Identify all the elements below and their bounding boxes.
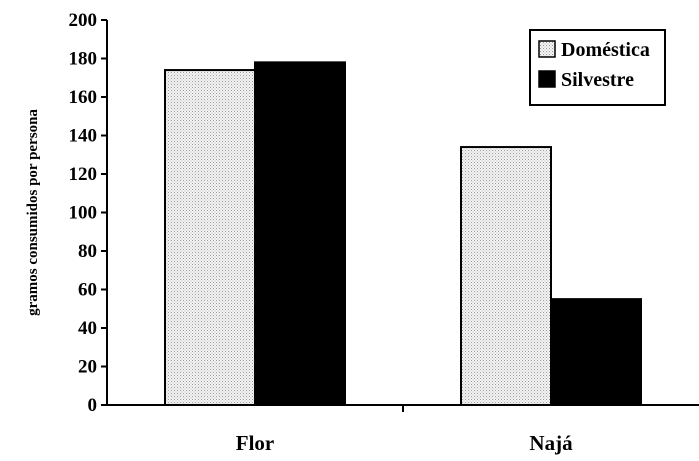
- x-tick-label: Najá: [529, 431, 573, 455]
- legend-label: Silvestre: [561, 69, 634, 91]
- bars: [164, 61, 642, 407]
- bar-flor-silvestre: [254, 61, 346, 406]
- y-tick-label: 0: [88, 395, 98, 416]
- y-tick-label: 120: [69, 164, 98, 185]
- labels: 0 20 40 60 80 100 120 140 160 180 200 Flor Najá gramo…: [25, 10, 573, 455]
- legend-swatch: [538, 70, 556, 88]
- y-tick-label: 100: [69, 203, 98, 224]
- x-tick-label: Flor: [236, 431, 274, 455]
- bar-naj-domstica: [460, 146, 552, 407]
- y-axis-label: gramos consumidos por persona: [25, 109, 41, 316]
- y-tick-label: 80: [78, 241, 97, 262]
- y-tick-label: 200: [69, 10, 98, 31]
- y-tick-label: 20: [78, 357, 97, 378]
- y-tick-label: 180: [69, 49, 98, 70]
- bar-naj-silvestre: [550, 298, 642, 406]
- y-tick-label: 160: [69, 87, 98, 108]
- y-tick-label: 40: [78, 318, 97, 339]
- legend: Doméstica Silvestre: [529, 29, 666, 106]
- y-tick-label: 140: [69, 126, 98, 147]
- legend-swatch: [538, 40, 556, 58]
- y-tick-label: 60: [78, 280, 97, 301]
- bar-flor-domstica: [164, 69, 256, 407]
- legend-label: Doméstica: [561, 39, 650, 61]
